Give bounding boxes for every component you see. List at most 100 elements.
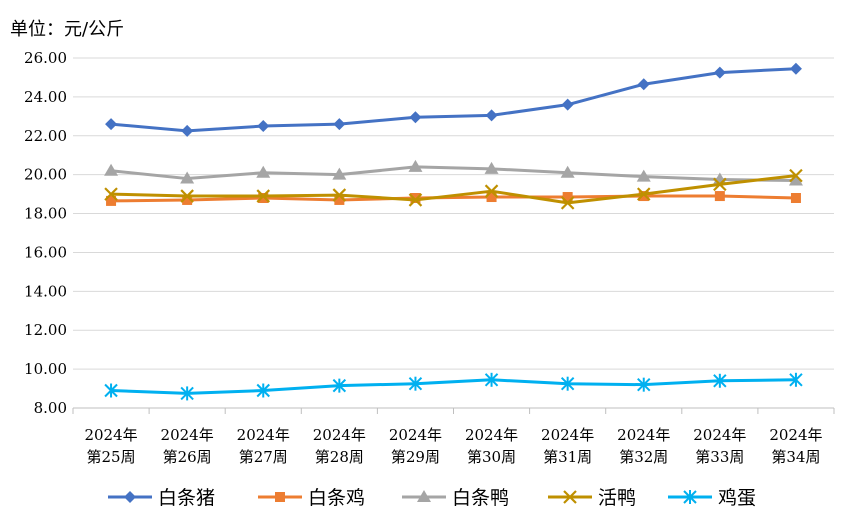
x-tick-label-year: 2024年 [313,426,366,444]
x-tick-label-year: 2024年 [541,426,594,444]
legend-marker [417,490,431,502]
y-tick-label: 24.00 [24,88,67,106]
data-point [258,193,269,203]
data-point [332,167,347,180]
data-point [560,196,575,210]
unit-label: 单位：元/公斤 [10,19,125,40]
data-point [713,66,726,79]
data-point [182,194,193,205]
data-point [484,161,499,174]
data-point [256,383,270,398]
legend-label: 白条鸡 [308,487,365,509]
series-2 [106,191,801,206]
data-point [789,372,803,387]
legend-item-3: 白条鸭 [402,487,509,509]
series-3 [104,159,803,186]
data-point [256,189,271,203]
data-point [713,373,727,388]
data-point [332,188,347,202]
legend-item-5: 鸡蛋 [668,487,756,509]
data-point [106,195,117,206]
legend-item-4: 活鸭 [548,487,636,509]
data-point [560,165,575,178]
legend-marker [683,490,697,504]
y-tick-label: 22.00 [24,127,67,145]
data-point [713,177,727,192]
data-point [408,376,423,391]
legend-label: 活鸭 [598,487,636,509]
series-5 [104,372,803,401]
y-tick-label: 20.00 [24,166,67,184]
data-point [485,109,498,122]
data-point [714,191,725,202]
legend-item-2: 白条鸡 [258,487,365,509]
data-point [333,118,346,131]
series-line [110,67,797,133]
x-tick-label-week: 第34周 [771,448,820,466]
data-point [561,98,574,111]
data-point [180,171,195,184]
legend-marker [275,492,285,502]
data-point [408,159,423,172]
y-tick-label: 16.00 [24,243,67,261]
x-tick-label-week: 第26周 [163,448,212,466]
data-point [636,187,651,201]
legend-label: 白条鸭 [452,487,509,509]
series-line [111,194,796,203]
legend-label: 白条猪 [158,487,215,509]
series-line [111,174,797,205]
x-tick-label-week: 第30周 [467,448,516,466]
y-tick-label: 18.00 [24,205,67,223]
legend-item-1: 白条猪 [108,487,215,509]
data-point [181,124,194,137]
x-tick-label-week: 第33周 [695,448,744,466]
x-tick-label-week: 第31周 [543,448,592,466]
data-point [788,173,803,186]
x-tick-label-year: 2024年 [389,426,442,444]
data-point [180,386,194,401]
data-point [104,383,118,398]
y-tick-label: 12.00 [24,321,67,339]
data-point [257,120,270,133]
x-tick-label-week: 第28周 [315,448,364,466]
y-tick-label: 8.00 [34,399,67,417]
series-line [110,165,796,182]
data-point [637,78,650,91]
x-tick-label-week: 第32周 [619,448,668,466]
data-point [790,193,801,203]
data-point [334,194,345,205]
data-point [484,184,499,198]
data-point [104,163,119,176]
x-tick-label-year: 2024年 [237,426,290,444]
x-tick-label-year: 2024年 [84,426,137,444]
x-tick-label-week: 第27周 [239,448,288,466]
series-4 [104,168,803,210]
data-point [180,189,194,203]
data-point [637,377,651,392]
y-tick-label: 10.00 [24,360,67,378]
series-line [110,378,796,395]
series-1 [105,62,802,137]
x-tick-label-year: 2024年 [617,426,670,444]
data-point [104,187,118,201]
x-tick-label-year: 2024年 [693,426,746,444]
data-point [408,193,423,207]
data-point [409,111,422,124]
data-point [560,376,575,391]
data-point [105,118,118,131]
data-point [410,193,421,203]
x-tick-label-year: 2024年 [161,426,214,444]
x-tick-label-week: 第25周 [87,448,136,466]
data-point [332,378,347,393]
legend-marker [563,490,577,504]
data-point [636,169,651,182]
data-point [562,192,573,203]
data-point [256,165,271,178]
data-point [789,168,803,183]
x-tick-label-week: 第29周 [391,448,440,466]
data-point [638,191,649,202]
legend-label: 鸡蛋 [718,487,756,509]
data-point [484,372,499,387]
legend-marker [124,491,136,503]
